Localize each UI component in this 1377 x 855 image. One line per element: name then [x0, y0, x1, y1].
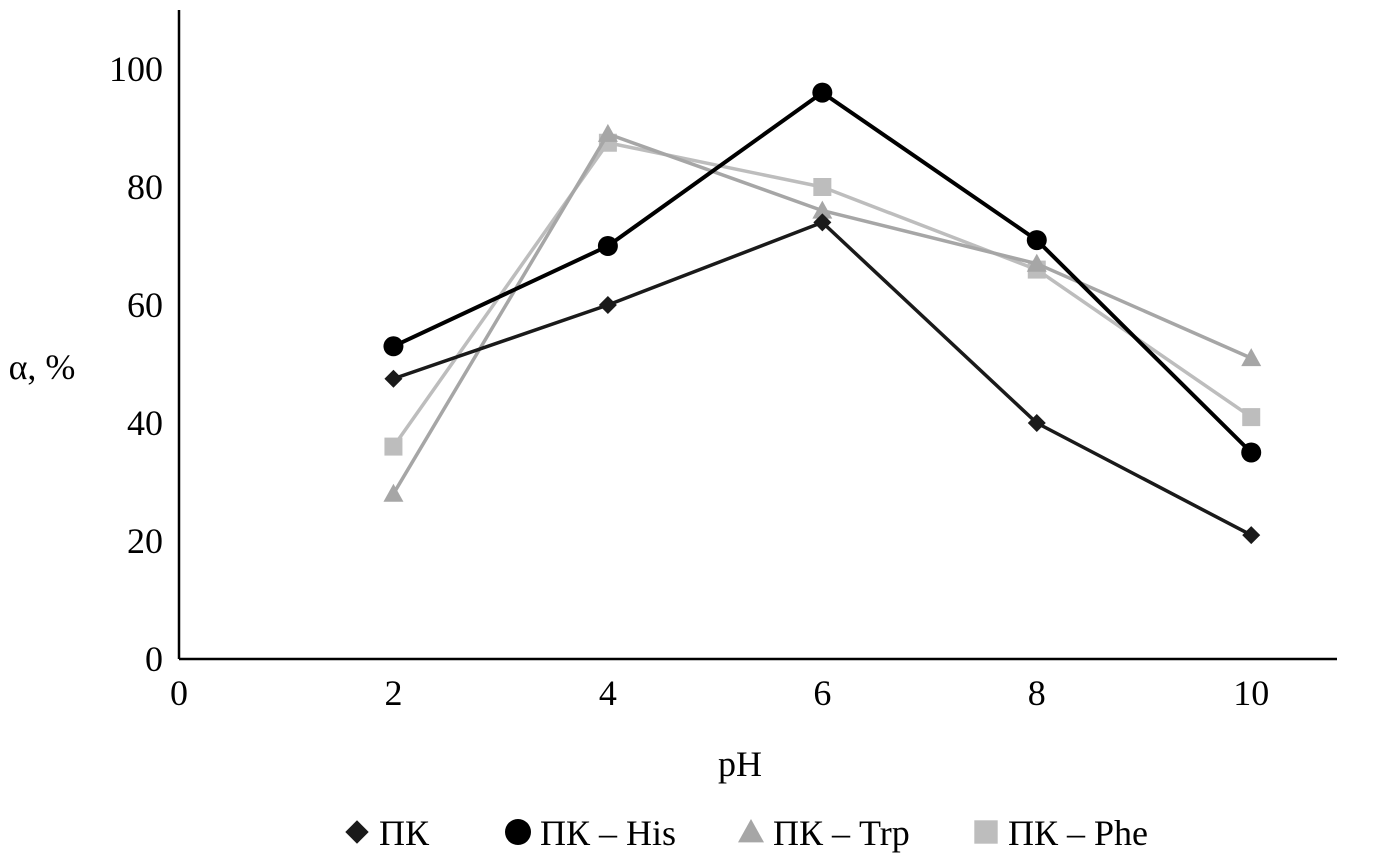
data-point: [384, 369, 403, 388]
x-tick-label: 4: [599, 673, 617, 713]
y-tick-label: 20: [127, 521, 163, 561]
legend-label: ПК – Phe: [1008, 813, 1148, 853]
data-point: [1241, 348, 1262, 367]
y-tick-label: 100: [109, 49, 163, 89]
x-tick-label: 0: [170, 673, 188, 713]
legend-marker-triangle: [738, 819, 764, 843]
x-tick-label: 6: [813, 673, 831, 713]
data-point: [384, 437, 403, 456]
y-tick-label: 80: [127, 167, 163, 207]
data-point: [383, 483, 404, 502]
series-triangle: [383, 123, 1262, 502]
data-point: [1027, 414, 1046, 432]
x-tick-label: 8: [1028, 673, 1046, 713]
series-line: [392, 220, 1253, 537]
legend-label: ПК – Trp: [773, 813, 910, 853]
legend-label: ПК: [379, 813, 430, 853]
data-point: [597, 236, 618, 256]
data-point: [1242, 526, 1261, 545]
data-point: [812, 200, 833, 219]
y-tick-labels: 0 20 40 60 80 100: [109, 49, 163, 679]
y-axis-title: α, %: [9, 347, 76, 387]
series-circle: [383, 82, 1262, 463]
series-square: [384, 133, 1261, 456]
legend-marker-diamond: [345, 820, 369, 844]
legend-label: ПК – His: [540, 813, 676, 853]
x-tick-label: 2: [384, 673, 402, 713]
x-axis-title: pH: [718, 744, 762, 784]
legend-item: ПК: [345, 813, 430, 853]
x-tick-labels: 0 2 4 6 8 10: [170, 673, 1269, 713]
series-layer: [383, 82, 1262, 545]
series-line: [392, 90, 1253, 454]
y-tick-label: 60: [127, 285, 163, 325]
data-point: [1241, 442, 1262, 463]
data-point: [1026, 230, 1047, 251]
y-tick-label: 40: [127, 403, 163, 443]
data-point: [598, 296, 617, 314]
data-point: [597, 123, 618, 142]
legend-marker-square: [974, 820, 998, 844]
series-diamond: [384, 213, 1261, 545]
data-point: [1026, 253, 1047, 272]
legend: ПК ПК – His ПК – Trp ПК – Phe: [345, 813, 1148, 853]
y-tick-label: 0: [145, 639, 163, 679]
legend-item: ПК – Phe: [974, 813, 1148, 853]
legend-item: ПК – His: [505, 813, 676, 853]
data-point: [1242, 408, 1261, 427]
data-point: [813, 178, 832, 196]
data-point: [812, 82, 833, 103]
legend-item: ПК – Trp: [738, 813, 910, 853]
data-point: [383, 336, 404, 357]
x-tick-label: 10: [1233, 673, 1269, 713]
data-point: [813, 213, 832, 232]
legend-marker-circle: [505, 819, 531, 845]
